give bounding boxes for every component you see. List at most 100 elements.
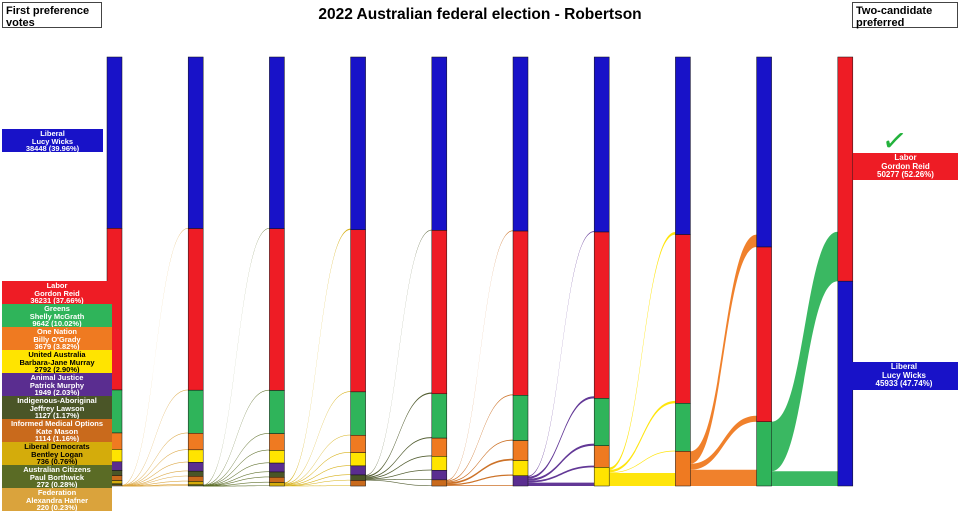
sankey-bar-round1-lib — [106, 56, 123, 229]
candidate-name: Barbara-Jane Murray — [19, 357, 95, 367]
sankey-flow-ldp-to-lib — [284, 228, 351, 484]
sankey-bar-round4-uap — [350, 452, 366, 467]
candidate-label-ac: Australian Citizens Paul Borthwick 272 (0.… — [2, 465, 112, 488]
sankey-bar-round7-alp — [593, 231, 610, 399]
sankey-flow-ajp-to-lib — [528, 231, 595, 477]
candidate-label-lib: Liberal Lucy Wicks 38448 (39.96%) — [2, 129, 103, 152]
sankey-flow-ajp-to-uap — [528, 482, 595, 486]
sankey-bar-round6-uap — [512, 460, 529, 476]
sankey-flow-ldp-to-alp — [284, 391, 351, 485]
sankey-bar-round3-uap — [269, 450, 285, 464]
sankey-flow-iap-to-grn — [365, 437, 432, 478]
candidate-name: Bentley Logan — [31, 449, 83, 459]
party-name: Liberal Democrats — [24, 442, 90, 451]
candidate-label-iap: Indigenous-Aboriginal Jeffrey Lawson 1127 … — [2, 396, 112, 419]
sankey-bar-round3-alp — [269, 228, 285, 391]
sankey-flow-imo-to-lib — [446, 230, 513, 481]
sankey-flow-ac-to-uap — [203, 462, 270, 486]
candidate-label-grn: Greens Shelly McGrath 9642 (10.02%) — [2, 304, 112, 327]
vote-count: 272 (0.28%) — [36, 480, 78, 488]
sankey-bar-round3-iap — [269, 471, 285, 478]
candidate-label-on: One Nation Billy O'Grady 3679 (3.82%) — [2, 327, 112, 350]
sankey-bar-round5-alp — [431, 230, 448, 395]
sankey-bar-round5-ajp — [431, 470, 448, 481]
sankey-flow-ac-to-lib — [203, 228, 270, 486]
sankey-bar-round3-on — [269, 433, 285, 451]
sankey-bar-round6-lib — [512, 56, 529, 232]
sankey-flow-grn-to-alp — [771, 231, 838, 472]
sankey-flow-fed-to-iap — [122, 475, 189, 487]
sankey-flow-ldp-to-on — [284, 452, 351, 485]
sankey-bar-round6-ajp — [512, 475, 529, 487]
sankey-flow-ajp-to-grn — [528, 443, 595, 481]
sankey-bar-round2-ac — [187, 484, 204, 487]
candidate-name: Lucy Wicks — [31, 136, 74, 146]
sankey-bar-round8-grn — [675, 403, 691, 452]
sankey-flow-uap-to-on — [609, 473, 676, 486]
sankey-flow-ajp-to-alp — [528, 396, 595, 479]
sankey-bar-round3-ajp — [269, 462, 285, 473]
sankey-flow-grn-to-lib — [771, 471, 838, 486]
sankey-bar-round2-on — [187, 433, 204, 451]
sankey-bar-round3-lib — [269, 56, 285, 229]
candidate-name: Patrick Murphy — [29, 380, 85, 390]
sankey-flow-uap-to-grn — [609, 450, 676, 474]
vote-count: 736 (0.76%) — [36, 457, 78, 465]
sankey-flow-imo-to-alp — [446, 394, 513, 482]
party-name: Labor — [894, 153, 917, 162]
sankey-bar-round4-grn — [350, 391, 366, 436]
candidate-label-ajp: Animal Justice Patrick Murphy 1949 (2.03%) — [2, 373, 112, 396]
sankey-bar-round2-alp — [187, 228, 204, 391]
candidate-label-tcp-alp: Labor Gordon Reid 50277 (52.26%) — [853, 153, 958, 180]
sankey-bar-round4-lib — [350, 56, 366, 231]
candidate-label-uap: United Australia Barbara-Jane Murray 2792 … — [2, 350, 112, 373]
sankey-bar-round4-iap — [350, 474, 366, 481]
sankey-bar-round4-ajp — [350, 465, 366, 476]
sankey-bar-round7-uap — [593, 467, 610, 487]
sankey-bar-round3-ldp — [269, 482, 285, 487]
sankey-bar-round2-grn — [187, 389, 204, 434]
sankey-flow-ac-to-grn — [203, 433, 270, 486]
party-name: Liberal — [890, 362, 918, 371]
party-name: One Nation — [36, 327, 77, 336]
sankey-bar-round5-lib — [431, 56, 448, 231]
sankey-flow-fed-to-grn — [122, 432, 189, 486]
candidate-name: Paul Borthwick — [29, 472, 85, 482]
sankey-flow-ac-to-on — [203, 449, 270, 486]
sankey-flow-imo-to-on — [446, 458, 513, 485]
candidate-label-fed: Federation Alexandra Hafner 220 (0.23%) — [2, 488, 112, 511]
sankey-flow-fed-to-lib — [122, 227, 189, 486]
candidate-name: Jeffrey Lawson — [29, 403, 85, 413]
party-name: Greens — [44, 304, 70, 313]
candidate-name: Lucy Wicks — [882, 370, 926, 380]
sankey-bar-round6-on — [512, 440, 529, 461]
sankey-bar-round4-alp — [350, 229, 366, 393]
page-title: 2022 Australian federal election - Rober… — [318, 6, 642, 23]
sankey-flow-uap-to-lib — [609, 232, 676, 470]
sankey-bar-round5-grn — [431, 393, 448, 439]
sankey-flow-ldp-to-uap — [284, 465, 351, 486]
sankey-flow-ldp-to-ajp — [284, 474, 351, 486]
sankey-flow-ac-to-ldp — [203, 485, 270, 487]
party-name: Animal Justice — [30, 373, 84, 382]
sankey-bar-round7-lib — [593, 56, 610, 233]
sankey-bar-round8-lib — [675, 56, 691, 235]
party-name: Indigenous-Aboriginal — [17, 396, 97, 405]
sankey-flow-ldp-to-imo — [284, 485, 351, 487]
sankey-bar-round2-ajp — [187, 462, 204, 472]
sankey-flow-on-to-grn — [690, 469, 757, 486]
sankey-flow-imo-to-grn — [446, 439, 513, 483]
sankey-bar-round3-grn — [269, 390, 285, 434]
sankey-flow-imo-to-uap — [446, 474, 513, 486]
party-name: Labor — [46, 281, 68, 290]
sankey-flow-iap-to-on — [365, 455, 432, 479]
party-name: Federation — [37, 488, 77, 497]
sankey-bar-round9-lib — [756, 56, 772, 248]
sankey-flow-fed-to-imo — [122, 480, 189, 487]
candidate-name: Gordon Reid — [881, 161, 930, 171]
vote-count: 50277 (52.26%) — [877, 170, 934, 180]
sankey-flow-iap-to-uap — [365, 469, 432, 480]
sankey-bar-round4-on — [350, 435, 366, 453]
sankey-bar-round9-grn — [756, 421, 772, 487]
sankey-bar-round9-alp — [756, 246, 772, 422]
